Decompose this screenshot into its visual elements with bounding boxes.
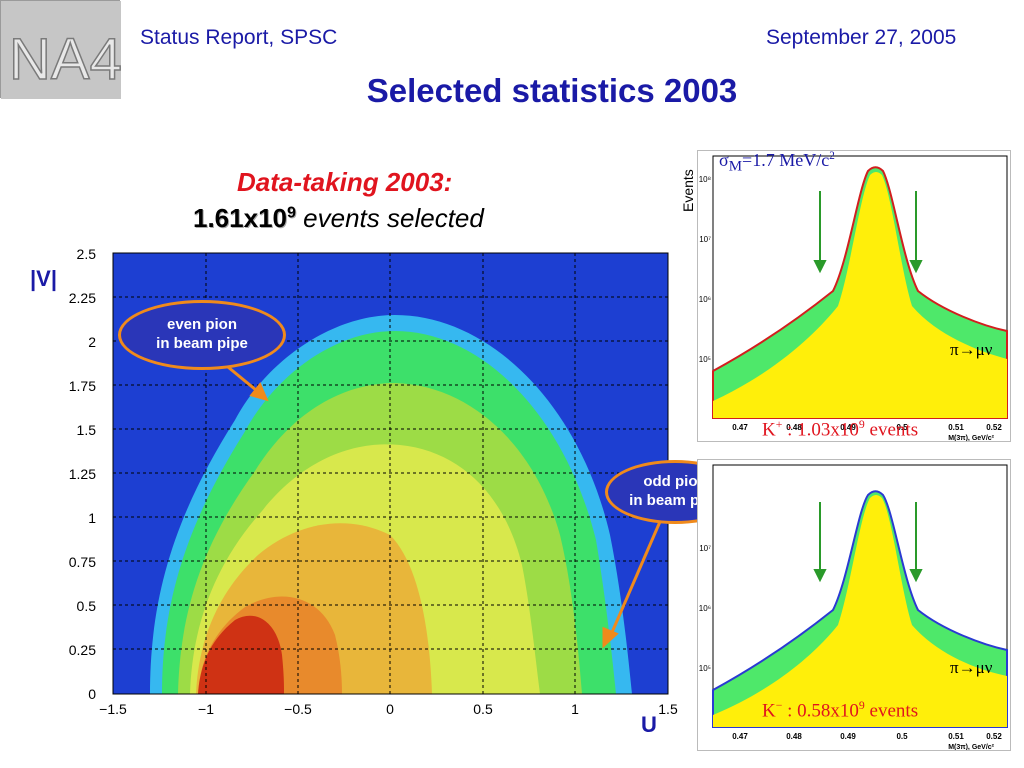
x-tick-label: 0.5 [896,423,908,432]
x-tick-label: 0.47 [732,423,748,432]
x-tick-label: 0.48 [786,732,802,741]
kminus-mass-histogram: 10⁵ 10⁶ 10⁷ 0.47 0.48 0.49 0.5 0.51 0.52… [697,459,1011,751]
kplus-mass-histogram: 10⁵ 10⁶ 10⁷ 10⁸ 0.47 0.48 0.49 0.5 0.51 … [697,150,1011,442]
y-tick-label: 10⁷ [699,235,711,244]
kminus-cut-arrows [813,502,923,583]
x-tick-label: 0.52 [986,732,1002,741]
events-axis-label: Events [680,169,696,212]
x-tick-label: 0.49 [840,732,856,741]
kplus-cut-arrows [813,191,923,274]
x-tick-label: 0.49 [840,423,856,432]
y-tick-label: 10⁶ [699,295,711,304]
plot-grid [113,253,668,694]
y-tick-label: 1.25 [69,466,96,482]
u-axis-label: U [641,712,657,737]
y-tick-label: 10⁵ [699,355,711,364]
mass-resolution-label: σM=1.7 MeV/c2 [719,150,835,175]
y-tick-label: 0.75 [69,554,96,570]
events-suffix: events selected [295,203,484,233]
kminus-signal-area [713,495,1007,727]
kplus-y-ticks: 10⁵ 10⁶ 10⁷ 10⁸ [699,175,711,364]
x-tick-label: 0.5 [473,701,493,717]
data-taking-heading: Data-taking 2003: [237,167,453,197]
x-tick-label: −1 [198,701,214,717]
x-tick-label: −0.5 [284,701,312,717]
x-tick-label: 0 [386,701,394,717]
odd-callout-line1: odd pion [643,473,707,490]
pimu-label-bottom: π→μν [950,658,993,677]
y-tick-label: 10⁸ [699,175,711,184]
header-left-text: Status Report, SPSC [140,26,338,49]
y-tick-label: 10⁵ [699,664,711,673]
x-tick-label: −1.5 [99,701,127,717]
kplus-x-ticks: 0.47 0.48 0.49 0.5 0.51 0.52 [732,423,1002,432]
density-peak [198,615,284,694]
y-tick-label: 0.25 [69,642,96,658]
even-callout-line1: even pion [166,316,237,333]
y-tick-label: 0.5 [77,598,97,614]
pimu-label-top: π→μν [950,340,993,359]
kplus-event-count: K+ : 1.03x109 events [762,418,919,441]
x-tick-label: 0.51 [948,423,964,432]
odd-arrow-line [608,516,664,638]
kplus-signal-area [713,172,1007,418]
x-tick-label: 0.52 [986,423,1002,432]
y-tick-label: 0 [88,686,96,702]
slide-title: Selected statistics 2003 [366,72,738,109]
kplus-x-axis-label: M(3π), GeV/c² [948,435,994,442]
kminus-x-axis-label: M(3π), GeV/c² [948,744,994,751]
y-tick-label: 2.25 [69,290,96,306]
x-axis-ticks: −1.5 −1 −0.5 0 0.5 1 1.5 [99,701,678,717]
y-tick-label: 2 [88,334,96,350]
y-tick-label: 10⁷ [699,544,711,553]
kminus-x-ticks: 0.47 0.48 0.49 0.5 0.51 0.52 [732,732,1002,741]
callout-arrows [227,365,664,649]
x-tick-label: 1.5 [658,701,678,717]
kminus-y-ticks: 10⁵ 10⁶ 10⁷ [699,544,711,673]
x-tick-label: 1 [571,701,579,717]
uv-density-plot: 0 0.25 0.5 0.75 1 1.25 1.5 1.75 2 2.25 2… [69,246,678,717]
v-axis-label: |V| [30,266,57,291]
x-tick-label: 0.48 [786,423,802,432]
y-tick-label: 1.75 [69,378,96,394]
odd-arrow-head [602,626,619,649]
x-tick-label: 0.5 [896,732,908,741]
events-selected-line: 1.61x109 events selected [193,203,484,234]
y-tick-label: 1 [88,510,96,526]
y-axis-ticks: 0 0.25 0.5 0.75 1 1.25 1.5 1.75 2 2.25 2… [69,246,96,702]
x-tick-label: 0.51 [948,732,964,741]
even-pion-callout: even pion in beam pipe [118,300,286,370]
even-arrow-head [249,382,269,402]
y-tick-label: 1.5 [77,422,97,438]
y-tick-label: 10⁶ [699,604,711,613]
even-callout-line2: in beam pipe [156,335,248,352]
y-tick-label: 2.5 [77,246,97,262]
header-date: September 27, 2005 [766,26,957,49]
events-count: 1.61x109 [193,203,296,233]
x-tick-label: 0.47 [732,732,748,741]
kminus-event-count: K− : 0.58x109 events [762,699,919,722]
